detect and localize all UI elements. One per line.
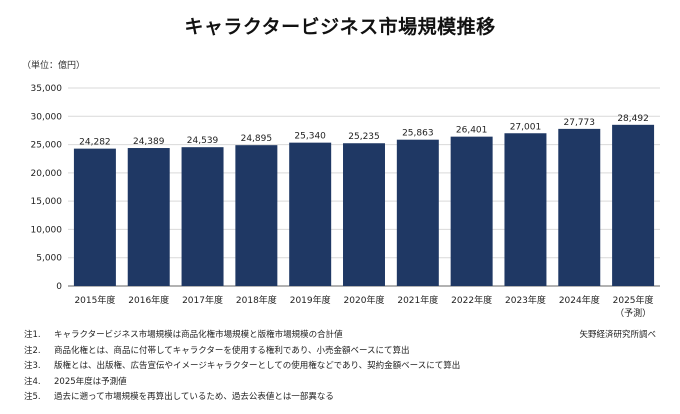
y-tick-label: 30,000 (31, 112, 63, 122)
footnote-3: 注3. 版権とは、出版権、広告宣伝やイメージキャラクターとしての使用権などであり、… (24, 361, 461, 371)
chart-title: キャラクタービジネス市場規模推移 (184, 16, 496, 38)
data-label: 24,282 (79, 138, 111, 148)
footnote-4: 注4. 2025年度は予測値 (24, 376, 127, 387)
bar-chart: 0 5,000 10,000 15,000 20,000 25,000 30,000 35,0… (31, 84, 660, 319)
data-label: 24,389 (133, 137, 165, 147)
bar (558, 128, 601, 286)
bar (450, 136, 493, 286)
data-label: 27,773 (564, 118, 596, 128)
footnote-5: 注5. 過去に遡って市場規模を再算出しているため、過去公表値とは一部異なる (24, 392, 334, 402)
y-tick-label: 5,000 (36, 254, 62, 264)
data-label: 25,235 (348, 132, 380, 142)
x-tick-label: 2015年度 (74, 294, 115, 306)
bar (73, 148, 116, 286)
source-credit: 矢野経済研究所調べ (579, 330, 656, 340)
data-label: 24,539 (187, 136, 219, 146)
data-label: 25,863 (402, 129, 434, 139)
x-tick-label: 2021年度 (397, 294, 438, 306)
data-label: 24,895 (241, 134, 273, 144)
footnote-1: 注1. キャラクタービジネス市場規模は商品化権市場規模と版権市場規模の合計値 (24, 330, 343, 340)
unit-label: （単位：億円） (22, 61, 86, 71)
data-label: 27,001 (510, 122, 542, 132)
y-tick-label: 25,000 (31, 141, 63, 151)
footnotes: 注1. キャラクタービジネス市場規模は商品化権市場規模と版権市場規模の合計値 注2… (24, 328, 460, 406)
x-tick-sublabel: （予測） (615, 307, 651, 319)
data-label: 25,340 (294, 132, 326, 142)
x-tick-label: 2024年度 (559, 294, 600, 306)
y-tick-label: 0 (56, 282, 62, 292)
x-tick-label: 2025年度 (613, 294, 654, 306)
y-tick-label: 20,000 (31, 169, 63, 179)
bar (343, 143, 385, 286)
x-tick-label: 2016年度 (128, 294, 169, 306)
bar (504, 133, 547, 286)
x-tick-label: 2019年度 (290, 294, 331, 306)
x-tick-label: 2022年度 (451, 294, 492, 306)
data-label: 26,401 (456, 126, 488, 136)
bar (181, 147, 224, 286)
y-tick-label: 15,000 (31, 197, 63, 207)
data-label: 28,492 (617, 114, 649, 124)
bar (127, 148, 170, 286)
bar (289, 142, 332, 286)
x-tick-label: 2018年度 (236, 294, 277, 306)
footnote-2: 注2. 商品化権とは、商品に付帯してキャラクターを使用する権利であり、小売金額ベー… (24, 345, 410, 356)
bar (235, 145, 278, 286)
y-tick-label: 35,000 (31, 84, 63, 94)
x-tick-label: 2017年度 (182, 294, 223, 306)
x-tick-label: 2020年度 (344, 294, 385, 306)
y-tick-label: 10,000 (31, 225, 63, 235)
bar (612, 124, 655, 287)
x-tick-label: 2023年度 (505, 294, 546, 306)
bar (396, 139, 439, 286)
